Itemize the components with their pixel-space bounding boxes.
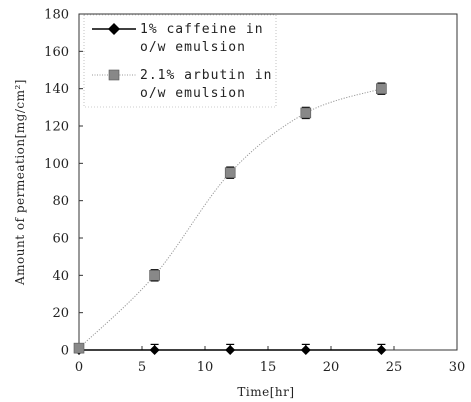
legend-marker-arbutin [108,69,120,81]
legend: 1% caffeine in o/w emulsion 2.1% arbutin… [83,14,277,108]
x-axis-title: Time[hr] [237,385,294,399]
legend-label-arbutin-line1: 2.1% arbutin in [140,68,272,83]
legend-label-caffeine-line2: o/w emulsion [140,40,246,55]
data-point-arbutin [376,83,387,94]
data-point-caffeine [376,345,387,355]
series-line-arbutin [78,88,382,349]
lines-layer [78,88,382,351]
y-tick-label: 60 [52,232,69,247]
data-point-arbutin [224,167,236,178]
y-tick-label: 40 [52,269,69,284]
data-point-arbutin [73,342,85,354]
y-tick-label: 0 [61,344,69,359]
legend-marker-caffeine [108,23,120,35]
y-tick-label: 100 [44,157,69,172]
x-tick-label: 5 [138,360,146,375]
data-point-caffeine [225,345,236,355]
data-point-arbutin [149,270,160,281]
y-axis-title: Amount of permeation[mg/cm²] [13,79,27,286]
data-point-caffeine [300,345,311,355]
y-tick-label: 160 [44,45,69,60]
y-tick-label: 180 [44,8,69,23]
ticks-layer: 0 5 10 15 20 25 30 0 20 40 60 80 100 120 140 160 180 [44,8,465,376]
legend-label-arbutin-line2: o/w emulsion [140,86,246,101]
x-tick-label: 0 [75,360,83,375]
data-point-arbutin [300,107,312,119]
y-tick-label: 120 [44,120,69,135]
x-tick-label: 30 [449,360,466,375]
x-tick-label: 15 [260,360,277,375]
data-point-caffeine [149,345,160,355]
x-tick-label: 20 [323,360,340,375]
markers-layer [73,83,387,355]
legend-label-caffeine-line1: 1% caffeine in [140,22,264,37]
y-tick-label: 20 [52,306,69,321]
x-tick-label: 10 [197,360,214,375]
x-tick-label: 25 [386,360,403,375]
y-tick-label: 80 [52,194,69,209]
y-tick-label: 140 [44,82,69,97]
